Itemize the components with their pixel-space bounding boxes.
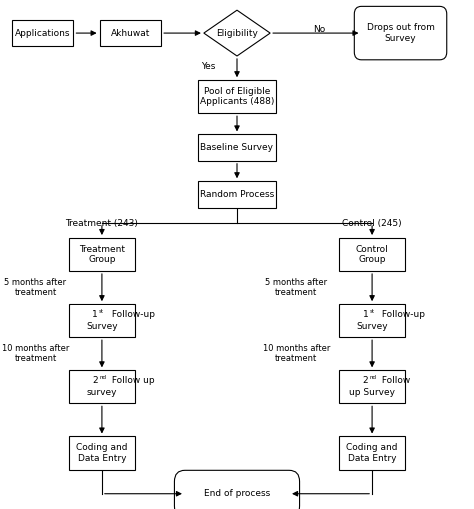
Text: Follow-up: Follow-up [379, 310, 425, 319]
Text: 2ⁿᵈ Follow up
survey: 2ⁿᵈ Follow up survey [73, 377, 131, 397]
Text: Drops out from
Survey: Drops out from Survey [366, 23, 435, 43]
Text: 10 months after
treatment: 10 months after treatment [263, 344, 330, 363]
Text: Pool of Eligible
Applicants (488): Pool of Eligible Applicants (488) [200, 87, 274, 106]
Text: 10 months after
treatment: 10 months after treatment [2, 344, 69, 363]
Text: 1: 1 [363, 310, 368, 319]
Text: Eligibility: Eligibility [216, 29, 258, 38]
Text: Random Process: Random Process [200, 190, 274, 199]
Text: 2: 2 [92, 376, 98, 385]
FancyBboxPatch shape [69, 371, 135, 403]
FancyBboxPatch shape [198, 134, 276, 161]
Text: Coding and
Data Entry: Coding and Data Entry [76, 443, 128, 463]
FancyBboxPatch shape [100, 20, 161, 46]
Text: Yes: Yes [201, 62, 216, 71]
Text: st: st [369, 308, 374, 314]
Text: Survey: Survey [86, 322, 118, 331]
Text: 1ˢᵗ Follow-up
Survey: 1ˢᵗ Follow-up Survey [73, 311, 131, 330]
Text: Treatment
Group: Treatment Group [79, 245, 125, 264]
Text: No: No [313, 24, 325, 34]
Text: survey: survey [87, 388, 117, 398]
FancyBboxPatch shape [341, 372, 403, 402]
Text: nd: nd [99, 375, 106, 380]
FancyBboxPatch shape [339, 304, 405, 337]
Polygon shape [204, 10, 270, 56]
Text: Follow up: Follow up [109, 376, 155, 385]
Text: 1ˢᵗ Follow-up
Survey: 1ˢᵗ Follow-up Survey [343, 311, 401, 330]
Text: Survey: Survey [356, 322, 388, 331]
FancyBboxPatch shape [339, 238, 405, 271]
Text: Applications: Applications [15, 29, 71, 38]
FancyBboxPatch shape [69, 304, 135, 337]
FancyBboxPatch shape [69, 238, 135, 271]
Text: Baseline Survey: Baseline Survey [201, 143, 273, 152]
Text: 5 months after
treatment: 5 months after treatment [265, 278, 328, 297]
Text: up Survey: up Survey [349, 388, 395, 398]
Text: 2ⁿᵈ Follow
up Survey: 2ⁿᵈ Follow up Survey [349, 377, 395, 397]
Text: nd: nd [369, 375, 376, 380]
FancyBboxPatch shape [341, 305, 403, 336]
Text: Akhuwat: Akhuwat [110, 29, 150, 38]
FancyBboxPatch shape [354, 6, 447, 60]
Text: Follow-up: Follow-up [109, 310, 155, 319]
FancyBboxPatch shape [174, 470, 300, 509]
FancyBboxPatch shape [71, 372, 133, 402]
Text: Control
Group: Control Group [356, 245, 389, 264]
FancyBboxPatch shape [339, 371, 405, 403]
Text: st: st [99, 308, 104, 314]
Text: 1: 1 [92, 310, 98, 319]
Text: 2: 2 [363, 376, 368, 385]
Text: Follow: Follow [379, 376, 410, 385]
Text: Coding and
Data Entry: Coding and Data Entry [346, 443, 398, 463]
Text: End of process: End of process [204, 489, 270, 498]
FancyBboxPatch shape [71, 305, 133, 336]
FancyBboxPatch shape [198, 181, 276, 208]
Text: 5 months after
treatment: 5 months after treatment [4, 278, 67, 297]
Text: Control (245): Control (245) [342, 219, 402, 229]
Text: Treatment (243): Treatment (243) [65, 219, 138, 229]
FancyBboxPatch shape [69, 436, 135, 469]
FancyBboxPatch shape [339, 436, 405, 469]
FancyBboxPatch shape [12, 20, 73, 46]
FancyBboxPatch shape [198, 80, 276, 113]
